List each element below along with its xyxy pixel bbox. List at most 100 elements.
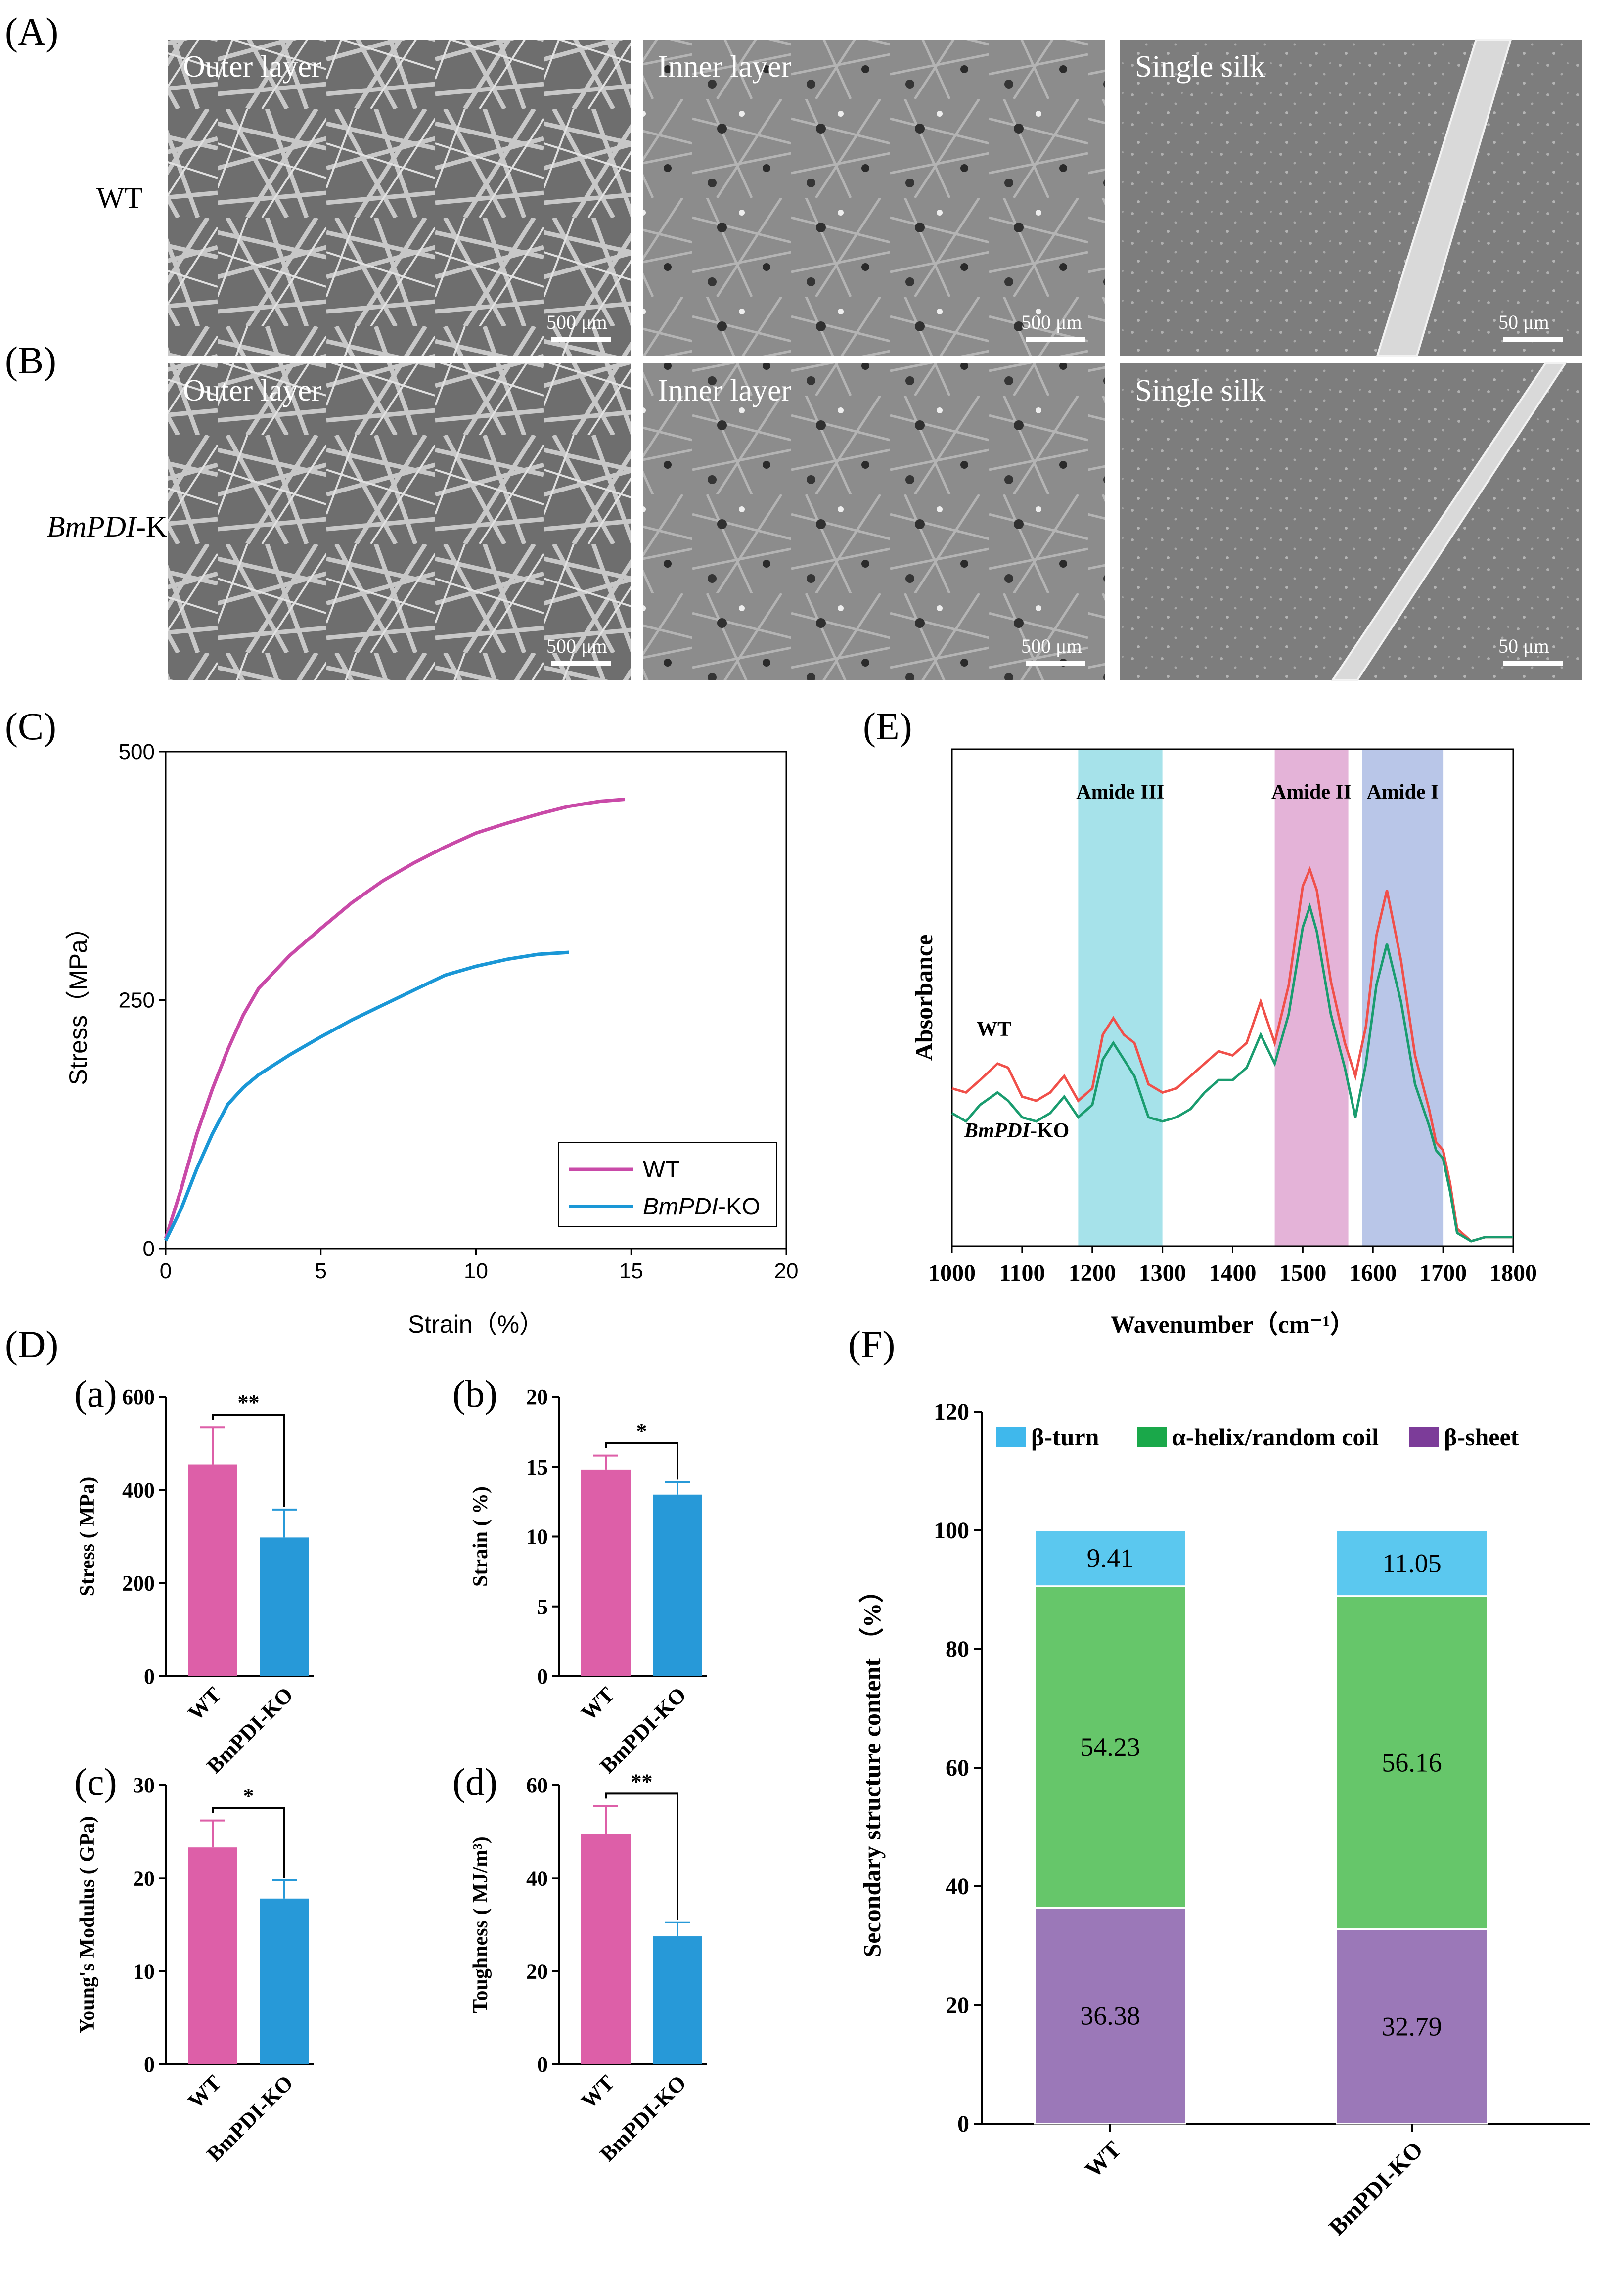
y-tick-label: 5: [537, 1595, 548, 1619]
subpanel-label: (b): [452, 1372, 497, 1415]
x-tick-label: 1700: [1419, 1260, 1467, 1286]
band-amide-ii: [1274, 749, 1349, 1246]
subpanel-label: (c): [74, 1760, 117, 1803]
y-axis-label: Absorbance: [910, 935, 938, 1061]
y-tick-label: 20: [946, 1992, 969, 2018]
y-tick-label: 20: [133, 1866, 155, 1890]
scalebar: [1026, 661, 1085, 666]
segment-label: 32.79: [1382, 2012, 1442, 2041]
stack-β-turn: [1336, 1529, 1488, 1597]
wt-spectrum: [951, 866, 1513, 1243]
sem-micrograph: [168, 40, 631, 356]
y-tick-label: 20: [526, 1385, 548, 1409]
x-tick-label: WT: [577, 2070, 620, 2113]
y-tick-label: 0: [537, 1664, 548, 1689]
significance-bracket: [212, 1414, 285, 1507]
legend-swatch: [1137, 1427, 1167, 1447]
x-tick-label: 1200: [1069, 1260, 1116, 1286]
band-label: Amide II: [1271, 781, 1352, 804]
y-tick-label: 400: [122, 1478, 155, 1502]
scalebar-label: 50 μm: [1498, 635, 1549, 657]
y-tick-label: 100: [934, 1518, 969, 1544]
x-tick-label: BmPDI-KO: [1324, 2136, 1428, 2240]
scalebar-label: 500 μm: [546, 311, 607, 333]
sem-image-wt-1: Inner layer 500 μm: [643, 40, 1105, 356]
bar-bmpdi-ko: [260, 1537, 309, 1676]
y-tick-label: 120: [934, 1399, 969, 1425]
significance-mark: **: [631, 1769, 653, 1793]
sem-image-wt-2: Single silk 50 μm: [1120, 39, 1582, 357]
sem-micrograph: [168, 363, 631, 680]
x-tick-label: 15: [619, 1259, 643, 1283]
x-axis-label: Wavenumber（cm⁻¹）: [1110, 1310, 1354, 1338]
sem-column-label: Outer layer: [183, 50, 322, 84]
legend-label: β-sheet: [1444, 1423, 1519, 1451]
stress-strain-chart: 0 5 10 15 20 0 250 500 Strain（%） Stress（MPa） WT BmP…: [64, 740, 798, 1338]
scalebar: [551, 661, 611, 666]
panel-label-e: (E): [863, 705, 912, 748]
sem-image-grid: Outer layer 500 μm Inner layer 500 μm Single…: [168, 39, 1582, 681]
segment-label: 36.38: [1080, 2001, 1140, 2031]
legend-box: [558, 1142, 777, 1227]
ftir-chart: Amide III Amide II Amide I WT BmPDI-KO 1000 11…: [910, 748, 1537, 1338]
x-tick-label: WT: [183, 2070, 226, 2113]
wt-stress-curve: [164, 798, 625, 1239]
sem-image-ko-2: Single silk 50 μm: [1120, 362, 1582, 681]
band-label: Amide III: [1076, 781, 1165, 804]
y-tick-label: 30: [133, 1773, 155, 1797]
x-tick-label: 0: [160, 1259, 172, 1283]
x-tick-label: 20: [774, 1259, 799, 1283]
x-tick-label: 1400: [1209, 1260, 1257, 1286]
y-tick-label: 0: [144, 2053, 155, 2077]
y-axis-label: Stress ( MPa): [76, 1477, 99, 1597]
scalebar-label: 500 μm: [1021, 311, 1082, 333]
scalebar: [1026, 337, 1085, 342]
x-tick-label: 1300: [1139, 1260, 1186, 1286]
x-tick-label: 1800: [1489, 1260, 1537, 1286]
sem-image-ko-1: Inner layer 500 μm: [643, 363, 1105, 680]
scalebar: [1503, 661, 1563, 666]
bar-wt: [188, 1847, 237, 2064]
y-tick-label: 40: [526, 1866, 548, 1890]
scalebar: [551, 337, 611, 342]
y-tick-label: 40: [946, 1874, 969, 1900]
x-tick-label: 1500: [1279, 1260, 1326, 1286]
x-tick-label: 1100: [999, 1260, 1045, 1286]
sem-column-label: Single silk: [1135, 374, 1265, 407]
segment-label: 54.23: [1080, 1732, 1140, 1762]
x-tick-label: 10: [464, 1259, 488, 1283]
sem-micrograph: [643, 363, 1105, 680]
significance-mark: **: [238, 1390, 260, 1415]
ko-curve-label: BmPDI-KO: [964, 1119, 1069, 1142]
panel-label-a: (A): [5, 10, 58, 53]
y-tick-label: 15: [526, 1455, 548, 1479]
significance-bracket: [212, 1807, 285, 1878]
sem-micrograph: [643, 40, 1105, 356]
bar-bmpdi-ko: [260, 1898, 309, 2064]
sem-image-wt-0: Outer layer 500 μm: [168, 40, 631, 356]
scalebar-label: 50 μm: [1498, 311, 1549, 333]
legend-swatch: [1409, 1427, 1439, 1447]
y-tick-label: 60: [526, 1773, 548, 1797]
sem-micrograph: [1120, 363, 1582, 680]
wt-curve-label: WT: [977, 1018, 1011, 1041]
significance-bracket: [605, 1792, 678, 1920]
stack-α-helix/random coil: [1034, 1585, 1186, 1909]
x-tick-label: WT: [183, 1682, 226, 1725]
significance-mark: *: [636, 1419, 647, 1443]
y-tick-label: 0: [537, 2053, 548, 2077]
significance-bracket: [605, 1442, 678, 1480]
x-axis-label: Strain（%）: [408, 1310, 544, 1338]
y-tick-label: 600: [122, 1385, 155, 1409]
row-label-wt: WT: [96, 181, 142, 214]
segment-label: 11.05: [1382, 1548, 1442, 1578]
y-tick-label: 0: [144, 1664, 155, 1689]
y-tick-label: 500: [119, 740, 155, 764]
y-tick-label: 10: [133, 1960, 155, 1984]
scalebar: [1503, 337, 1563, 342]
